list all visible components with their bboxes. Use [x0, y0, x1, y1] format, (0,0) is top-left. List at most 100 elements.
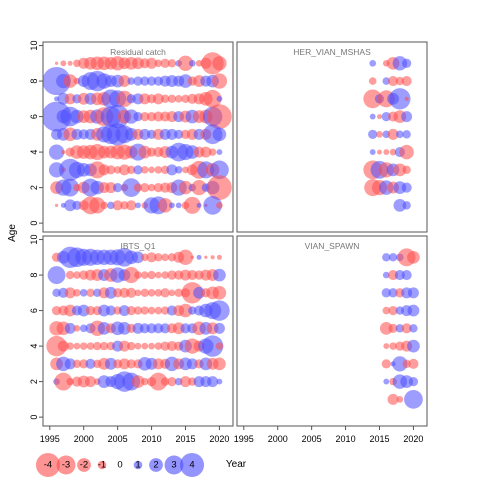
bubble-point: [133, 76, 143, 86]
bubble-point: [48, 144, 65, 160]
bubble-point: [368, 77, 377, 85]
bubble-point: [168, 289, 176, 297]
bubble-point: [395, 76, 405, 86]
bubble-point: [401, 323, 412, 334]
legend-entry: -3: [56, 455, 76, 475]
bubble-point: [210, 255, 215, 260]
legend-label: 1: [135, 460, 140, 471]
bubble-point: [166, 164, 178, 176]
bubble-point: [73, 342, 81, 350]
bubble-point: [409, 324, 418, 333]
bubble-point: [118, 321, 131, 335]
legend-entry: 3: [164, 455, 184, 475]
bubble-point: [396, 130, 404, 139]
panel-4: VIAN_SPAWN: [236, 235, 428, 427]
bubble-point: [104, 286, 117, 299]
legend-entry: 0: [117, 460, 122, 471]
legend-label: -2: [80, 460, 88, 471]
bubble-point: [200, 146, 212, 158]
bubble-point: [369, 59, 377, 67]
bubble-group: [363, 56, 414, 212]
x-axis-title: Year: [226, 459, 247, 470]
bubble-point: [167, 59, 177, 68]
bubble-point: [387, 393, 399, 405]
bubble-point: [188, 306, 197, 315]
bubble-point: [112, 200, 123, 211]
size-legend: -4 -3 -2 -1 0 1 2 3 4: [35, 452, 205, 478]
bubble-point: [63, 74, 77, 88]
bubble-point: [160, 94, 170, 104]
bubble-point: [64, 93, 76, 105]
bubble-point: [107, 201, 115, 210]
x-tick-label: 2015: [369, 434, 389, 444]
bubble-point: [166, 128, 178, 140]
bubble-point: [146, 57, 158, 69]
x-tick-label: 2015: [175, 434, 195, 444]
bubble-point: [105, 305, 116, 316]
bubble-point: [174, 129, 184, 139]
bubble-point: [133, 165, 143, 175]
bubble-point: [147, 289, 156, 297]
bubble-point: [61, 178, 80, 197]
bubble-point: [388, 305, 398, 316]
bubble-point: [382, 306, 391, 315]
bubble-point: [196, 254, 202, 260]
bubble-point: [216, 95, 223, 102]
bubble-point: [402, 201, 411, 210]
bubble-point: [210, 160, 229, 180]
bubble-point: [118, 75, 131, 87]
y-tick-label: 6: [29, 114, 39, 119]
bubble-point: [363, 89, 383, 109]
bubble-point: [126, 200, 137, 211]
bubble-point: [64, 287, 76, 299]
y-tick-label: 2: [29, 185, 39, 190]
panel-frame: [236, 41, 428, 233]
bubble-point: [408, 358, 419, 369]
bubble-point: [140, 288, 149, 298]
bubble-point: [201, 335, 224, 357]
panel-frame: [236, 235, 428, 427]
bubble-point: [116, 90, 133, 107]
bubble-point: [118, 358, 130, 370]
bubble-point: [368, 129, 378, 139]
bubble-point: [369, 149, 376, 156]
y-axis-title: Age: [7, 224, 18, 242]
bubble-point: [139, 128, 151, 140]
bubble-point: [203, 89, 222, 108]
bubble-point: [388, 323, 398, 333]
bubble-point: [175, 202, 182, 209]
legend-label: 3: [171, 460, 176, 471]
bubble-point: [178, 180, 193, 195]
bubble-point: [126, 359, 136, 369]
bubble-point: [154, 289, 163, 297]
bubble-point: [154, 59, 163, 68]
bubble-point: [404, 96, 409, 101]
legend-label: 0: [117, 460, 122, 471]
bubble-point: [118, 305, 130, 317]
bubble-point: [121, 178, 141, 197]
legend-label: -1: [98, 460, 106, 471]
bubble-point: [381, 288, 391, 298]
bubble-point: [139, 93, 151, 105]
bubble-point: [191, 179, 207, 196]
bubble-point: [216, 254, 222, 260]
bubble-point: [123, 109, 139, 124]
bubble-point: [157, 198, 173, 213]
bubble-point: [207, 104, 232, 129]
y-tick-label: 0: [29, 415, 39, 420]
bubble-point: [133, 111, 143, 122]
y-tick-label: 10: [29, 235, 39, 245]
legend-bubble: [164, 455, 184, 475]
bubble-point: [212, 56, 227, 71]
bubble-point: [174, 166, 183, 174]
y-tick-label: 0: [29, 221, 39, 226]
bubble-point: [134, 342, 142, 350]
bubble-point: [383, 378, 390, 385]
bubble-point: [79, 324, 88, 333]
bubble-point: [216, 378, 223, 385]
panel-title: IBTS_Q1: [121, 241, 156, 251]
bubble-point: [65, 270, 75, 280]
bubble-point: [207, 175, 232, 200]
bubble-point: [161, 271, 169, 279]
x-tick-label: 1995: [234, 434, 254, 444]
